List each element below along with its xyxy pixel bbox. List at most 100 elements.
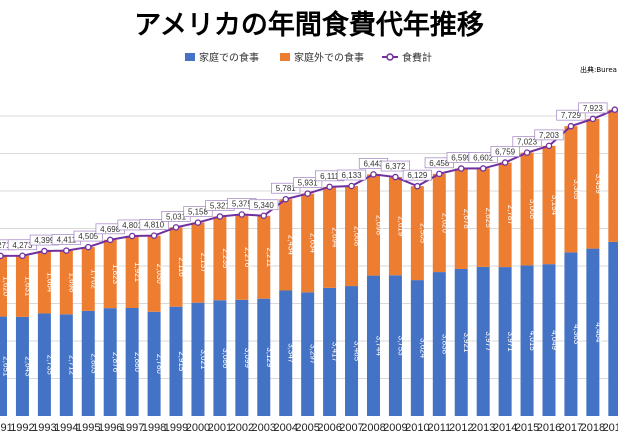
total-point	[0, 252, 4, 260]
x-tick-label: 2003	[252, 422, 276, 434]
total-point	[194, 219, 202, 226]
bar-away	[476, 168, 490, 267]
bar-away	[191, 222, 205, 303]
data-label-home: 2,643	[23, 356, 32, 377]
total-label-box	[578, 102, 608, 114]
bar-away	[257, 215, 271, 299]
data-label-total: 7,203	[539, 131, 560, 140]
data-label-away: 2,787	[506, 205, 515, 226]
data-label-away: 2,030	[155, 264, 164, 285]
bar-away	[542, 145, 556, 265]
total-label-box	[512, 136, 542, 147]
legend-label-away: 家庭外での食事	[294, 51, 364, 64]
total-point	[567, 122, 575, 130]
data-label-away: 1,702	[89, 269, 98, 290]
bar-home	[59, 314, 73, 416]
total-label-box	[139, 219, 169, 230]
data-label-total: 4,271	[0, 241, 11, 250]
bar-home	[520, 265, 534, 416]
data-label-home: 3,417	[331, 342, 340, 363]
data-label-total: 5,031	[166, 212, 187, 221]
data-label-home: 3,753	[396, 336, 405, 357]
bar-away	[454, 168, 468, 269]
data-label-total: 6,599	[451, 154, 472, 163]
total-point	[304, 190, 311, 197]
bar-away	[81, 247, 95, 311]
chart-title: アメリカの年間食費代年推移	[134, 9, 484, 41]
data-label-away: 1,698	[67, 272, 76, 293]
x-tick-label: 2010	[405, 422, 429, 434]
data-label-away: 2,668	[353, 226, 362, 247]
bar-home	[279, 290, 293, 416]
data-label-away: 3,365	[572, 179, 581, 200]
data-label-total: 5,781	[276, 184, 297, 193]
bar-away	[345, 186, 359, 287]
legend-label-total: 食費計	[402, 51, 432, 64]
x-tick-label: 2008	[361, 422, 385, 434]
total-point	[523, 149, 531, 156]
bar-away	[301, 193, 315, 293]
data-label-total: 6,372	[385, 162, 406, 171]
legend-marker-total	[386, 53, 394, 61]
x-tick-label: 1993	[32, 422, 56, 434]
x-tick-label: 2013	[471, 422, 495, 434]
total-label-box	[556, 109, 586, 121]
legend: 家庭での食事 家庭外での食事 食費計	[185, 51, 432, 64]
bar-home	[81, 310, 95, 416]
total-label-box	[336, 169, 367, 181]
data-label-total: 5,321	[210, 201, 231, 210]
x-tick-label: 2017	[559, 422, 583, 434]
data-label-away: 3,154	[550, 195, 559, 216]
bar-away	[410, 186, 424, 281]
bar-away	[103, 239, 117, 309]
data-label-total: 4,505	[78, 232, 99, 241]
x-tick-label: 1995	[76, 422, 100, 434]
total-label-box	[468, 152, 498, 163]
data-label-home: 2,712	[67, 355, 76, 376]
data-label-home: 2,651	[2, 356, 11, 377]
bar-home	[191, 302, 205, 416]
total-label-box	[271, 182, 301, 194]
total-label-box	[73, 230, 103, 242]
total-point	[611, 106, 618, 113]
total-point	[326, 183, 333, 191]
x-tick-label: 1994	[54, 422, 78, 434]
total-point	[436, 170, 443, 178]
x-tick-label: 1998	[142, 422, 166, 434]
data-label-home: 2,876	[111, 352, 120, 373]
bar-away	[0, 255, 7, 317]
total-point	[260, 212, 268, 219]
data-label-away: 1,620	[2, 276, 11, 297]
bar-home	[213, 300, 227, 416]
data-label-home: 3,129	[265, 347, 274, 368]
total-point	[41, 247, 48, 255]
data-label-total: 5,931	[298, 179, 319, 188]
total-point	[63, 247, 70, 254]
data-label-total: 7,023	[517, 138, 538, 147]
total-point	[150, 232, 158, 239]
bar-home	[388, 275, 402, 416]
x-tick-label: 2016	[537, 422, 561, 434]
x-tick-label: 2004	[273, 422, 297, 434]
data-label-away: 2,694	[331, 227, 340, 248]
data-label-total: 7,923	[583, 104, 604, 113]
bar-home	[410, 280, 424, 416]
total-label-box	[183, 206, 213, 217]
x-tick-label: 2002	[230, 422, 254, 434]
bar-home	[257, 298, 271, 416]
legend-label-home: 家庭での食事	[199, 51, 259, 64]
bar-away	[366, 174, 380, 276]
data-label-total: 5,375	[232, 199, 253, 208]
total-label-box	[490, 146, 520, 157]
data-label-home: 3,977	[484, 331, 493, 352]
data-label-away: 2,211	[265, 247, 274, 267]
total-label-box	[534, 129, 564, 141]
bar-home	[0, 316, 7, 416]
data-label-away: 2,619	[396, 216, 405, 237]
x-tick-label: 2014	[493, 422, 517, 434]
bar-home	[323, 287, 337, 416]
data-label-away: 3,008	[528, 199, 537, 220]
data-label-total: 5,158	[188, 208, 209, 217]
x-tick-label: 2011	[427, 422, 451, 434]
